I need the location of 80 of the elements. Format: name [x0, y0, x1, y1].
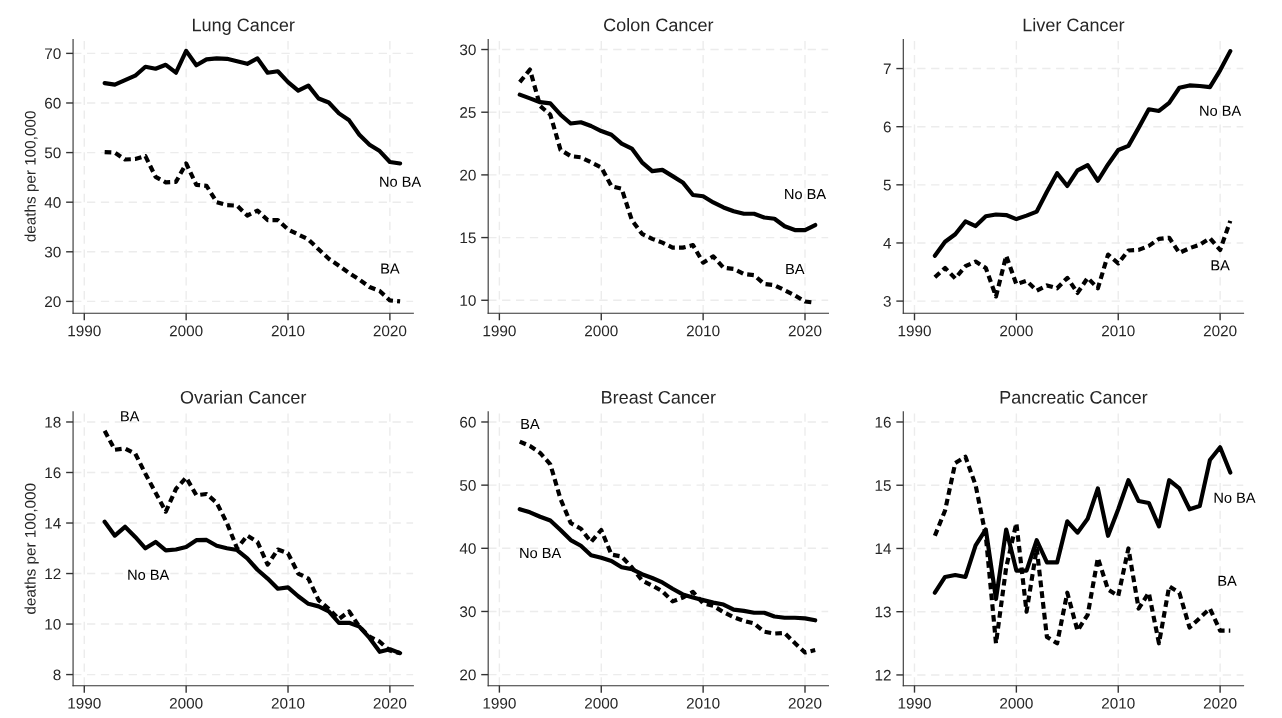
x-tick-label: 2000 — [585, 697, 618, 709]
y-tick-label: 15 — [460, 232, 476, 244]
y-tick-label: 12 — [45, 568, 61, 580]
y-tick-label: 30 — [459, 44, 476, 56]
x-tick-label: 1990 — [483, 697, 516, 709]
y-tick-label: 6 — [883, 121, 891, 133]
y-tick-label: 5 — [883, 179, 891, 191]
x-tick-label: 2020 — [373, 325, 407, 337]
series-label: BA — [1218, 575, 1237, 586]
series-label: BA — [521, 418, 540, 429]
y-tick-label: 20 — [45, 296, 61, 308]
x-tick-label: 2010 — [686, 325, 720, 337]
x-tick-label: 1990 — [68, 325, 101, 337]
series-label: No BA — [380, 176, 422, 187]
x-tick-label: 2010 — [1102, 325, 1135, 337]
x-tick-label: 2020 — [1203, 325, 1237, 337]
x-tick-label: 2010 — [271, 697, 305, 709]
series-label: BA — [381, 263, 400, 274]
line-series — [102, 150, 403, 304]
series-label: BA — [786, 263, 805, 275]
y-tick-label: 40 — [459, 543, 476, 554]
chart-title: Lung Cancer — [192, 18, 295, 35]
y-tick-label: 7 — [883, 63, 891, 75]
x-tick-label: 2020 — [788, 325, 822, 337]
x-tick-label: 2000 — [169, 697, 203, 709]
y-axis-title: deaths per 100,000 — [24, 483, 39, 614]
y-axis-title: deaths per 100,000 — [24, 111, 39, 242]
y-tick-label: 13 — [875, 606, 891, 618]
x-tick-label: 1990 — [483, 325, 516, 337]
y-tick-label: 60 — [460, 416, 476, 428]
x-tick-label: 1990 — [68, 697, 101, 709]
chart-title: Liver Cancer — [1023, 18, 1125, 32]
y-tick-label: 3 — [883, 295, 891, 307]
series-label: BA — [121, 411, 140, 422]
x-tick-label: 2000 — [1000, 325, 1033, 337]
x-tick-label: 2000 — [1000, 697, 1033, 709]
x-tick-label: 2000 — [169, 325, 203, 337]
y-tick-label: 30 — [44, 246, 61, 258]
y-tick-label: 8 — [53, 669, 61, 681]
line-series — [517, 439, 818, 655]
x-tick-label: 2010 — [1102, 697, 1135, 709]
series-label: No BA — [1214, 492, 1256, 503]
y-tick-label: 4 — [883, 237, 892, 249]
y-tick-label: 30 — [459, 606, 476, 618]
y-tick-label: 25 — [460, 107, 476, 118]
chart-title: Breast Cancer — [602, 390, 716, 404]
y-tick-label: 14 — [45, 518, 61, 529]
line-series — [102, 48, 403, 166]
y-tick-label: 50 — [459, 480, 476, 491]
series-label: No BA — [1200, 105, 1242, 116]
x-tick-label: 2020 — [1203, 697, 1237, 709]
chart-title: Colon Cancer — [604, 18, 714, 32]
y-tick-label: 15 — [875, 480, 891, 491]
chart-title: Ovarian Cancer — [180, 390, 307, 404]
x-tick-label: 2020 — [788, 697, 822, 709]
x-tick-label: 2020 — [373, 697, 407, 709]
y-tick-label: 10 — [460, 295, 476, 306]
y-tick-label: 16 — [875, 416, 891, 428]
x-tick-label: 2010 — [686, 697, 720, 709]
y-tick-label: 70 — [45, 48, 61, 60]
y-tick-label: 50 — [44, 147, 61, 159]
x-tick-label: 2000 — [585, 325, 618, 337]
series-label: No BA — [785, 189, 827, 200]
y-tick-label: 14 — [875, 543, 892, 554]
series-label: BA — [1211, 260, 1230, 271]
line-series — [932, 218, 1233, 299]
x-tick-label: 2010 — [271, 325, 305, 337]
y-tick-label: 16 — [45, 467, 61, 479]
series-label: No BA — [520, 547, 562, 559]
series-label: No BA — [128, 569, 170, 580]
y-tick-label: 40 — [44, 197, 61, 208]
y-tick-label: 10 — [45, 618, 61, 630]
y-tick-label: 60 — [45, 97, 61, 109]
x-tick-label: 1990 — [898, 697, 931, 709]
y-tick-label: 20 — [460, 669, 476, 681]
y-tick-label: 20 — [460, 169, 476, 181]
x-tick-label: 1990 — [898, 325, 931, 337]
y-tick-label: 18 — [45, 416, 61, 428]
chart-title: Pancreatic Cancer — [1000, 390, 1148, 404]
y-tick-label: 12 — [875, 669, 891, 681]
